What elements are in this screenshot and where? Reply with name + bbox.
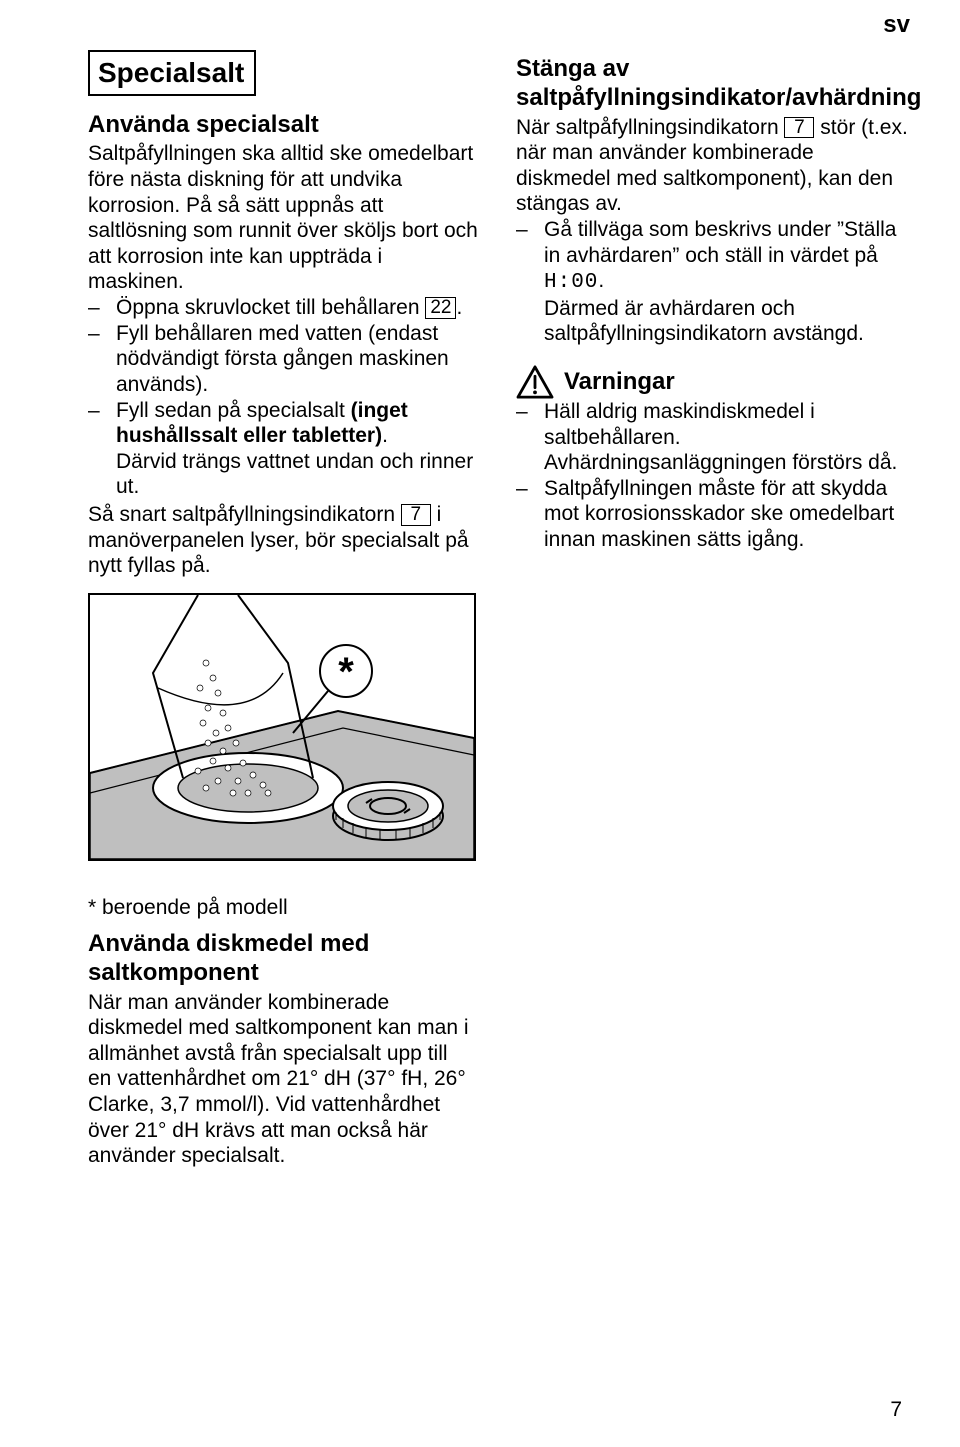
subheading-use-salt: Använda specialsalt — [88, 110, 482, 139]
instruction-list: Öppna skruvlocket till behållaren 22. Fy… — [88, 295, 482, 500]
text: Därmed är avhärdaren och saltpåfyllnings… — [544, 297, 864, 346]
subheading-combi-detergent: Använda diskmedel med saltkomponent — [88, 929, 476, 988]
section-title: Specialsalt — [88, 50, 256, 96]
warning-list: Häll aldrig maskindiskmedel i saltbehåll… — [516, 399, 910, 553]
right-column: Stänga av saltpåfyllningsindikator/avhär… — [516, 50, 910, 867]
text: Så snart saltpåfyllningsindikatorn — [88, 503, 401, 526]
text: . — [598, 269, 604, 292]
warning-icon — [516, 365, 554, 399]
ref-box-22: 22 — [425, 297, 456, 319]
warning-label: Varningar — [564, 367, 675, 396]
lower-left-block: * beroende på modell Använda diskmedel m… — [88, 895, 476, 1168]
content-columns: Specialsalt Använda specialsalt Saltpåfy… — [88, 50, 910, 867]
text: Därvid trängs vattnet undan och rinner u… — [116, 450, 473, 499]
text: . — [456, 296, 462, 319]
paragraph: När saltpåfyllningsindikatorn 7 stör (t.… — [516, 115, 910, 217]
ref-box-7: 7 — [784, 117, 814, 139]
list-item: Öppna skruvlocket till behållaren 22. — [88, 295, 482, 321]
page-number: 7 — [890, 1397, 902, 1423]
text: Gå tillväga som beskrivs under ”Ställa i… — [544, 218, 896, 267]
combi-paragraph: När man använder kombinerade diskmedel m… — [88, 990, 476, 1169]
language-label: sv — [883, 10, 910, 39]
list-item: Gå tillväga som beskrivs under ”Ställa i… — [516, 217, 910, 347]
intro-paragraph: Saltpåfyllningen ska alltid ske omedelba… — [88, 141, 482, 295]
text: Avhärdningsanläggningen förstörs då. — [544, 451, 897, 474]
segment-display-value: H:00 — [544, 271, 598, 294]
text: . — [382, 424, 388, 447]
list-item: Saltpåfyllningen måste för att skydda mo… — [516, 476, 910, 553]
text: När saltpåfyllningsindikatorn — [516, 116, 784, 139]
list-item: Fyll sedan på specialsalt (inget hushåll… — [88, 398, 482, 500]
subheading-turn-off: Stänga av saltpåfyllningsindikator/avhär… — [516, 54, 910, 113]
text: Fyll sedan på specialsalt — [116, 399, 351, 422]
list-item: Fyll behållaren med vatten (endast nödvä… — [88, 321, 482, 398]
footnote: * beroende på modell — [88, 895, 476, 921]
turnoff-list: Gå tillväga som beskrivs under ”Ställa i… — [516, 217, 910, 347]
text: Öppna skruvlocket till behållaren — [116, 296, 425, 319]
warning-header: Varningar — [516, 365, 910, 399]
text: Häll aldrig maskindiskmedel i saltbehåll… — [544, 400, 815, 449]
left-column: Specialsalt Använda specialsalt Saltpåfy… — [88, 50, 482, 867]
post-instruction: Så snart saltpåfyllningsindikatorn 7 i m… — [88, 502, 482, 579]
salt-fill-illustration: * — [88, 593, 476, 861]
ref-box-7: 7 — [401, 504, 431, 526]
svg-text:*: * — [338, 650, 354, 694]
list-item: Häll aldrig maskindiskmedel i saltbehåll… — [516, 399, 910, 476]
